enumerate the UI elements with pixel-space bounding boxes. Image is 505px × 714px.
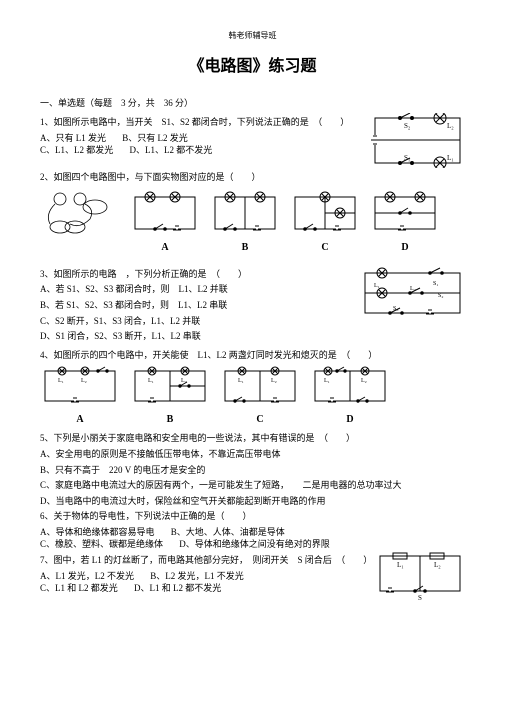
svg-text:S₁: S₁ (404, 154, 410, 162)
svg-text:S₁: S₁ (433, 281, 438, 287)
q6-A: A、导体和绝缘体都容易导电 (40, 526, 155, 539)
q1-stem: 1、如图所示电路中，当开关 S1、S2 都闭合时，下列说法正确的是 （ ） (40, 116, 370, 129)
q6-D: D、导体和绝缘体之间没有绝对的界限 (179, 538, 330, 551)
q1-C: C、L1、L2 都发光 (40, 144, 113, 157)
q5-D: D、当电路中的电流过大时，保险丝和空气开关都能起到断开电路的作用 (40, 495, 465, 508)
q5-C: C、家庭电路中电流过大的原因有两个，一是可能发生了短路， 二是用电器的总功率过大 (40, 479, 465, 492)
q7-stem: 7、图中，若 L1 的灯丝断了，而电路其他部分完好， 则闭开关 S 闭合后 （ … (40, 554, 375, 567)
svg-text:L₁: L₁ (58, 378, 64, 384)
svg-text:S₃: S₃ (393, 306, 398, 312)
q2-labelA: A (130, 241, 200, 255)
q6-stem: 6、关于物体的导电性，下列说法中正确的是（ ） (40, 510, 465, 523)
q7-B: B、L2 发光，L1 不发光 (150, 570, 244, 583)
q4-labelD: D (310, 413, 390, 427)
svg-text:L₁: L₁ (324, 378, 330, 384)
q1-A: A、只有 L1 发光 (40, 132, 106, 145)
q6-B: B、大地、人体、油都是导体 (171, 526, 285, 539)
q3-stem: 3、如图所示的电路 ，下列分析正确的是 （ ） (40, 268, 360, 281)
svg-text:L₂: L₂ (434, 561, 441, 569)
q2-optD (370, 189, 440, 239)
q3-C: C、S2 断开，S1、S3 闭合，L1、L2 并联 (40, 315, 360, 328)
q7-D: D、L1 和 L2 都不发光 (134, 582, 221, 595)
page-header: 韩老师辅导班 (40, 30, 465, 41)
q2-physical (40, 189, 120, 244)
svg-text:L₁: L₁ (374, 283, 380, 289)
svg-text:L₁: L₁ (447, 154, 454, 162)
q4-stem: 4、如图所示的四个电路中，开关能使 L1、L2 两盏灯同时发光和熄灭的是 （ ） (40, 349, 465, 362)
q4-optB: L₁ L₂ (130, 366, 210, 411)
q3-D: D、S1 闭合，S2、S3 断开，L1、L2 串联 (40, 330, 360, 343)
q1-D: D、L1、L2 都不发光 (130, 144, 213, 157)
q2-stem: 2、如图四个电路图中，与下面实物图对应的是（ ） (40, 171, 465, 184)
svg-text:L₂: L₂ (81, 378, 87, 384)
q4-labelA: A (40, 413, 120, 427)
q4-optA: L₁ L₂ (40, 366, 120, 411)
q7-circuit: L₁ L₂ S (375, 551, 465, 601)
svg-text:L₂: L₂ (410, 286, 416, 292)
svg-text:L₂: L₂ (447, 122, 454, 130)
svg-text:L₂: L₂ (271, 378, 277, 384)
q7-C: C、L1 和 L2 都发光 (40, 582, 118, 595)
svg-text:S₂: S₂ (404, 122, 411, 130)
q2-optB (210, 189, 280, 239)
svg-text:L₁: L₁ (238, 378, 244, 384)
q4-labelB: B (130, 413, 210, 427)
q2-optC (290, 189, 360, 239)
q4-optC: L₁ L₂ (220, 366, 300, 411)
q3-A: A、若 S1、S2、S3 都闭合时，则 L1、L2 并联 (40, 283, 360, 296)
q3-circuit: L₁ S₁ L₂ S₂ S₃ (360, 265, 465, 325)
q5-stem: 5、下列是小丽关于家庭电路和安全用电的一些说法，其中有错误的是 （ ） (40, 432, 465, 445)
q4-labelC: C (220, 413, 300, 427)
q5-B: B、只有不高于 220 V 的电压才是安全的 (40, 464, 465, 477)
q2-optA (130, 189, 200, 239)
q1-circuit: S₂ L₂ S₁ L₁ (370, 113, 465, 168)
q4-optD: L₁ L₂ (310, 366, 390, 411)
q2-labelD: D (370, 241, 440, 255)
q7-A: A、L1 发光，L2 不发光 (40, 570, 134, 583)
svg-text:S: S (418, 594, 422, 601)
q2-labelB: B (210, 241, 280, 255)
svg-text:L₂: L₂ (181, 378, 187, 384)
page-title: 《电路图》练习题 (40, 56, 465, 78)
q1-B: B、只有 L2 发光 (122, 132, 188, 145)
section-heading: 一、单选题（每题 3 分，共 36 分） (40, 97, 465, 110)
svg-text:S₂: S₂ (438, 293, 443, 299)
svg-text:L₂: L₂ (361, 378, 367, 384)
svg-text:L₁: L₁ (148, 378, 154, 384)
q5-A: A、安全用电的原则是不接触低压带电体，不靠近高压带电体 (40, 448, 465, 461)
q3-B: B、若 S1、S2、S3 都闭合时，则 L1、L2 串联 (40, 299, 360, 312)
q6-C: C、橡胶、塑料、碳都是绝缘体 (40, 538, 163, 551)
svg-text:L₁: L₁ (397, 561, 404, 569)
q2-labelC: C (290, 241, 360, 255)
